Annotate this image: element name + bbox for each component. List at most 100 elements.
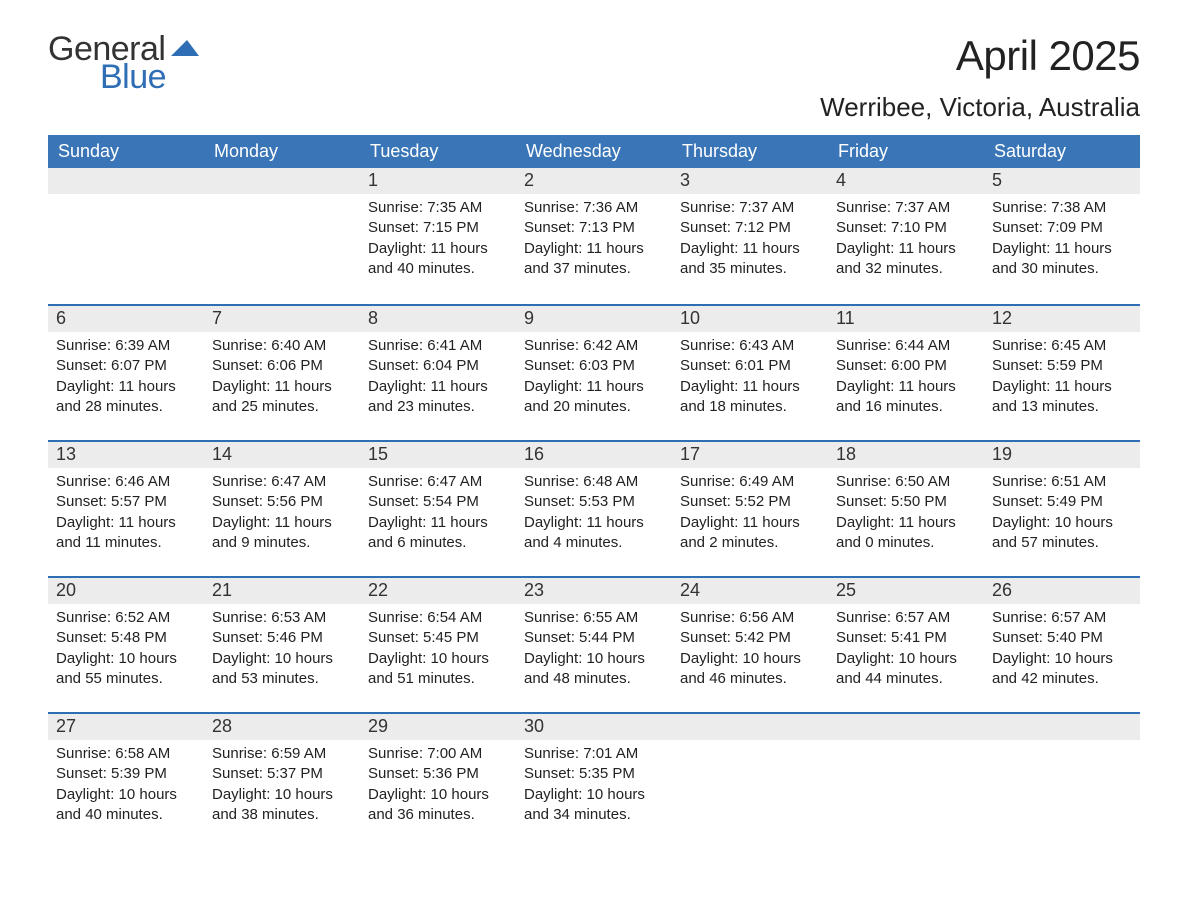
daylight-text: Daylight: 11 hours and 16 minutes. xyxy=(836,377,976,418)
sunset-text: Sunset: 5:49 PM xyxy=(992,492,1132,512)
sunset-text: Sunset: 5:59 PM xyxy=(992,356,1132,376)
day-body xyxy=(204,194,360,206)
day-number: 17 xyxy=(672,442,828,468)
daylight-text: Daylight: 11 hours and 6 minutes. xyxy=(368,513,508,554)
day-body xyxy=(984,740,1140,752)
weekday-header: Thursday xyxy=(672,135,828,168)
calendar-day xyxy=(204,168,360,304)
calendar-day: 24Sunrise: 6:56 AMSunset: 5:42 PMDayligh… xyxy=(672,578,828,712)
day-body: Sunrise: 6:50 AMSunset: 5:50 PMDaylight:… xyxy=(828,468,984,561)
day-number xyxy=(984,714,1140,740)
calendar-day xyxy=(672,714,828,848)
sunrise-text: Sunrise: 6:39 AM xyxy=(56,336,196,356)
logo: General Blue xyxy=(48,32,199,94)
day-body: Sunrise: 7:38 AMSunset: 7:09 PMDaylight:… xyxy=(984,194,1140,287)
sunset-text: Sunset: 5:52 PM xyxy=(680,492,820,512)
weekday-header-row: SundayMondayTuesdayWednesdayThursdayFrid… xyxy=(48,135,1140,168)
daylight-text: Daylight: 10 hours and 57 minutes. xyxy=(992,513,1132,554)
day-body: Sunrise: 6:57 AMSunset: 5:40 PMDaylight:… xyxy=(984,604,1140,697)
calendar-day xyxy=(984,714,1140,848)
sunrise-text: Sunrise: 7:00 AM xyxy=(368,744,508,764)
day-number: 21 xyxy=(204,578,360,604)
daylight-text: Daylight: 10 hours and 53 minutes. xyxy=(212,649,352,690)
page-title: April 2025 xyxy=(820,32,1140,80)
day-number: 28 xyxy=(204,714,360,740)
calendar-weeks: 1Sunrise: 7:35 AMSunset: 7:15 PMDaylight… xyxy=(48,168,1140,848)
day-body: Sunrise: 7:35 AMSunset: 7:15 PMDaylight:… xyxy=(360,194,516,287)
sunset-text: Sunset: 7:10 PM xyxy=(836,218,976,238)
sunset-text: Sunset: 5:39 PM xyxy=(56,764,196,784)
sunset-text: Sunset: 5:37 PM xyxy=(212,764,352,784)
calendar-page: General Blue April 2025 Werribee, Victor… xyxy=(0,0,1188,872)
day-number: 23 xyxy=(516,578,672,604)
sunset-text: Sunset: 6:06 PM xyxy=(212,356,352,376)
day-body: Sunrise: 6:56 AMSunset: 5:42 PMDaylight:… xyxy=(672,604,828,697)
daylight-text: Daylight: 11 hours and 4 minutes. xyxy=(524,513,664,554)
day-number: 26 xyxy=(984,578,1140,604)
calendar-day: 26Sunrise: 6:57 AMSunset: 5:40 PMDayligh… xyxy=(984,578,1140,712)
calendar-week: 20Sunrise: 6:52 AMSunset: 5:48 PMDayligh… xyxy=(48,576,1140,712)
day-number xyxy=(204,168,360,194)
calendar-week: 27Sunrise: 6:58 AMSunset: 5:39 PMDayligh… xyxy=(48,712,1140,848)
day-body: Sunrise: 6:54 AMSunset: 5:45 PMDaylight:… xyxy=(360,604,516,697)
sunset-text: Sunset: 7:15 PM xyxy=(368,218,508,238)
sunrise-text: Sunrise: 7:35 AM xyxy=(368,198,508,218)
daylight-text: Daylight: 11 hours and 13 minutes. xyxy=(992,377,1132,418)
weekday-header: Sunday xyxy=(48,135,204,168)
sunrise-text: Sunrise: 6:59 AM xyxy=(212,744,352,764)
daylight-text: Daylight: 10 hours and 42 minutes. xyxy=(992,649,1132,690)
sunrise-text: Sunrise: 6:52 AM xyxy=(56,608,196,628)
day-body: Sunrise: 6:53 AMSunset: 5:46 PMDaylight:… xyxy=(204,604,360,697)
calendar-day: 30Sunrise: 7:01 AMSunset: 5:35 PMDayligh… xyxy=(516,714,672,848)
calendar-day xyxy=(48,168,204,304)
daylight-text: Daylight: 11 hours and 35 minutes. xyxy=(680,239,820,280)
sunrise-text: Sunrise: 6:48 AM xyxy=(524,472,664,492)
sunrise-text: Sunrise: 6:54 AM xyxy=(368,608,508,628)
calendar-day: 10Sunrise: 6:43 AMSunset: 6:01 PMDayligh… xyxy=(672,306,828,440)
calendar-day xyxy=(828,714,984,848)
calendar-day: 11Sunrise: 6:44 AMSunset: 6:00 PMDayligh… xyxy=(828,306,984,440)
day-number: 30 xyxy=(516,714,672,740)
daylight-text: Daylight: 10 hours and 51 minutes. xyxy=(368,649,508,690)
calendar-day: 4Sunrise: 7:37 AMSunset: 7:10 PMDaylight… xyxy=(828,168,984,304)
daylight-text: Daylight: 11 hours and 30 minutes. xyxy=(992,239,1132,280)
sunset-text: Sunset: 5:48 PM xyxy=(56,628,196,648)
day-body: Sunrise: 6:48 AMSunset: 5:53 PMDaylight:… xyxy=(516,468,672,561)
page-header: General Blue April 2025 Werribee, Victor… xyxy=(48,32,1140,123)
day-body xyxy=(828,740,984,752)
daylight-text: Daylight: 10 hours and 46 minutes. xyxy=(680,649,820,690)
day-number: 18 xyxy=(828,442,984,468)
day-number: 10 xyxy=(672,306,828,332)
logo-text-bottom: Blue xyxy=(100,60,166,94)
calendar-day: 16Sunrise: 6:48 AMSunset: 5:53 PMDayligh… xyxy=(516,442,672,576)
daylight-text: Daylight: 11 hours and 40 minutes. xyxy=(368,239,508,280)
calendar-day: 17Sunrise: 6:49 AMSunset: 5:52 PMDayligh… xyxy=(672,442,828,576)
calendar-day: 5Sunrise: 7:38 AMSunset: 7:09 PMDaylight… xyxy=(984,168,1140,304)
sunrise-text: Sunrise: 6:56 AM xyxy=(680,608,820,628)
sunrise-text: Sunrise: 6:50 AM xyxy=(836,472,976,492)
day-body: Sunrise: 6:52 AMSunset: 5:48 PMDaylight:… xyxy=(48,604,204,697)
sunset-text: Sunset: 5:53 PM xyxy=(524,492,664,512)
daylight-text: Daylight: 10 hours and 55 minutes. xyxy=(56,649,196,690)
daylight-text: Daylight: 10 hours and 34 minutes. xyxy=(524,785,664,826)
calendar-day: 13Sunrise: 6:46 AMSunset: 5:57 PMDayligh… xyxy=(48,442,204,576)
sunset-text: Sunset: 7:13 PM xyxy=(524,218,664,238)
sunset-text: Sunset: 6:03 PM xyxy=(524,356,664,376)
day-body: Sunrise: 6:46 AMSunset: 5:57 PMDaylight:… xyxy=(48,468,204,561)
sunrise-text: Sunrise: 6:57 AM xyxy=(992,608,1132,628)
calendar-day: 6Sunrise: 6:39 AMSunset: 6:07 PMDaylight… xyxy=(48,306,204,440)
daylight-text: Daylight: 11 hours and 20 minutes. xyxy=(524,377,664,418)
day-number: 2 xyxy=(516,168,672,194)
sunrise-text: Sunrise: 6:42 AM xyxy=(524,336,664,356)
day-body: Sunrise: 6:40 AMSunset: 6:06 PMDaylight:… xyxy=(204,332,360,425)
day-number xyxy=(672,714,828,740)
sunrise-text: Sunrise: 6:57 AM xyxy=(836,608,976,628)
daylight-text: Daylight: 11 hours and 23 minutes. xyxy=(368,377,508,418)
day-number: 15 xyxy=(360,442,516,468)
day-number: 5 xyxy=(984,168,1140,194)
sunrise-text: Sunrise: 6:41 AM xyxy=(368,336,508,356)
day-number: 4 xyxy=(828,168,984,194)
day-number: 8 xyxy=(360,306,516,332)
daylight-text: Daylight: 11 hours and 37 minutes. xyxy=(524,239,664,280)
sunset-text: Sunset: 5:42 PM xyxy=(680,628,820,648)
